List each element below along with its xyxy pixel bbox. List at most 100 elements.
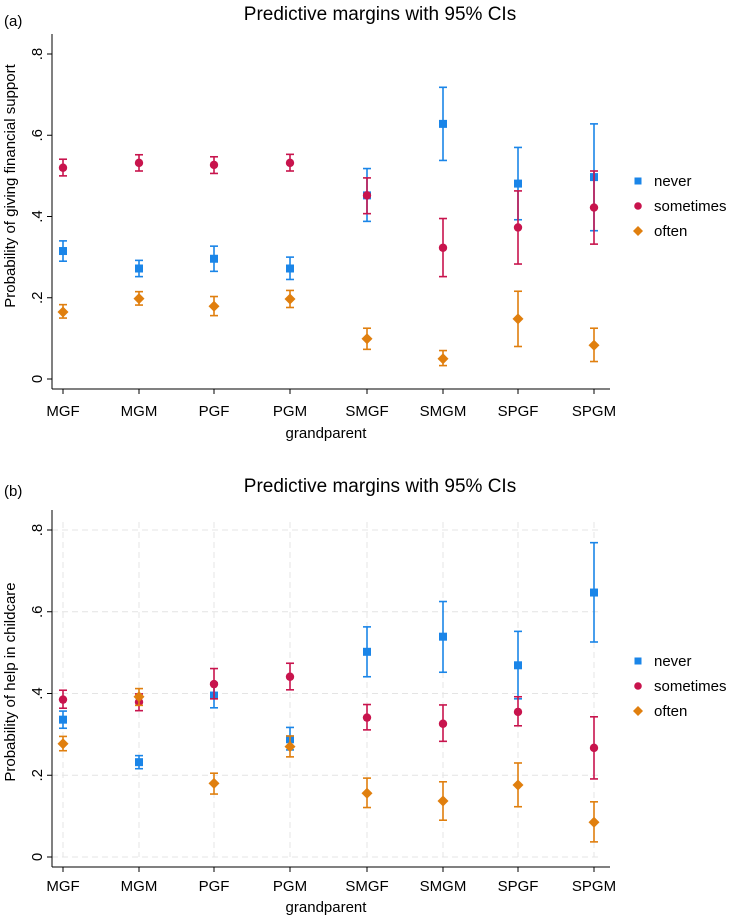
x-tick-label: PGM (273, 878, 307, 895)
x-tick-label: SMGF (345, 878, 388, 895)
chart-panel-b: (b) Predictive margins with 95% CIs Prob… (0, 460, 749, 920)
data-point-often (284, 293, 296, 305)
legend-marker-never (634, 657, 642, 665)
y-tick-label: .6 (29, 605, 46, 618)
data-point-often (208, 300, 220, 312)
data-point-never (439, 119, 447, 128)
legend-marker-often (633, 226, 643, 236)
panel-label-b: (b) (4, 483, 22, 500)
data-point-often (284, 741, 296, 753)
y-tick-label: 0 (29, 853, 46, 861)
data-point-sometimes (513, 707, 523, 717)
y-tick-label: .4 (29, 687, 46, 700)
legend-label-sometimes: sometimes (654, 678, 727, 695)
y-tick-label: .2 (29, 769, 46, 782)
y-tick-label: .4 (29, 210, 46, 223)
y-tick-label: 0 (29, 375, 46, 383)
series-never (59, 86, 598, 281)
x-tick-label: MGM (121, 403, 158, 420)
legend-marker-sometimes (634, 682, 642, 690)
y-tick-label: .8 (29, 48, 46, 61)
data-point-often (588, 339, 600, 351)
chart-svg-a: (a) Predictive margins with 95% CIs Prob… (2, 4, 727, 442)
data-point-often (361, 333, 373, 345)
x-tick-label: PGM (273, 403, 307, 420)
legend-a: never sometimes often (633, 173, 727, 240)
data-point-sometimes (438, 243, 448, 252)
data-point-never (514, 661, 522, 670)
data-point-often (437, 353, 449, 365)
data-point-sometimes (589, 743, 599, 753)
x-tick-label: SPGF (498, 403, 539, 420)
series-never (59, 541, 598, 770)
series-sometimes (58, 153, 599, 278)
y-axis-label-b: Probability of help in childcare (2, 582, 19, 781)
legend-label-sometimes: sometimes (654, 198, 727, 215)
x-axis-label-b: grandparent (286, 899, 368, 916)
data-point-sometimes (438, 719, 448, 728)
data-point-never (439, 632, 447, 641)
data-point-sometimes (58, 163, 68, 172)
data-point-sometimes (58, 695, 68, 704)
y-tick-label: .2 (29, 291, 46, 304)
data-point-never (135, 264, 143, 273)
data-point-sometimes (209, 679, 219, 689)
data-point-never (514, 179, 522, 188)
plot-area-a: .8 .6 .4 .2 0 MGF MGM PGF PGM SMGF SMGM SPGF SPGM (29, 34, 616, 420)
data-point-often (512, 779, 524, 791)
data-point-sometimes (589, 203, 599, 212)
x-tick-label: PGF (199, 878, 230, 895)
y-axis-label-a: Probability of giving financial support (2, 63, 19, 307)
data-point-sometimes (362, 713, 372, 722)
data-point-often (512, 313, 524, 325)
y-tick-label: .6 (29, 129, 46, 142)
x-tick-label: SPGF (498, 878, 539, 895)
chart-panel-a: (a) Predictive margins with 95% CIs Prob… (2, 4, 727, 442)
data-point-sometimes (134, 158, 144, 168)
legend-label-never: never (654, 173, 692, 190)
data-point-sometimes (513, 223, 523, 232)
chart-title-a: Predictive margins with 95% CIs (244, 4, 516, 25)
data-point-often (57, 306, 69, 318)
x-tick-label: MGM (121, 878, 158, 895)
data-point-never (210, 254, 218, 263)
data-point-sometimes (285, 672, 295, 681)
legend-label-often: often (654, 703, 687, 720)
legend-b: never sometimes often (633, 653, 727, 720)
x-tick-label: MGF (46, 403, 79, 420)
panel-label-a: (a) (4, 13, 22, 30)
plot-area-b: .8 .6 .4 .2 0 MGF MGM PGF PGM SMGF SMGM SPGF SPGM (29, 510, 616, 895)
data-point-never (286, 264, 294, 273)
data-point-sometimes (362, 191, 372, 200)
x-tick-label: SMGM (420, 878, 467, 895)
data-point-often (133, 691, 145, 703)
data-point-often (361, 787, 373, 799)
x-tick-label: SMGM (420, 403, 467, 420)
legend-marker-never (634, 177, 642, 185)
chart-title-b: Predictive margins with 95% CIs (244, 476, 516, 497)
legend-label-never: never (654, 653, 692, 670)
data-point-often (437, 795, 449, 807)
series-often (57, 687, 600, 843)
data-point-often (133, 293, 145, 305)
data-point-often (57, 738, 69, 750)
data-point-often (208, 777, 220, 789)
data-point-sometimes (209, 160, 219, 170)
x-tick-label: SPGM (572, 403, 616, 420)
x-tick-label: PGF (199, 403, 230, 420)
legend-label-often: often (654, 223, 687, 240)
data-point-never (363, 647, 371, 656)
data-point-sometimes (285, 158, 295, 168)
data-point-never (590, 588, 598, 597)
series-often (57, 289, 600, 367)
series-sometimes (58, 662, 599, 780)
x-axis-label-a: grandparent (286, 425, 368, 442)
x-tick-label: MGF (46, 878, 79, 895)
chart-svg-b: (b) Predictive margins with 95% CIs Prob… (2, 476, 727, 916)
x-tick-label: SPGM (572, 878, 616, 895)
legend-marker-often (633, 706, 643, 716)
x-tick-label: SMGF (345, 403, 388, 420)
data-point-never (59, 247, 67, 256)
data-point-never (59, 715, 67, 724)
data-point-never (135, 758, 143, 767)
